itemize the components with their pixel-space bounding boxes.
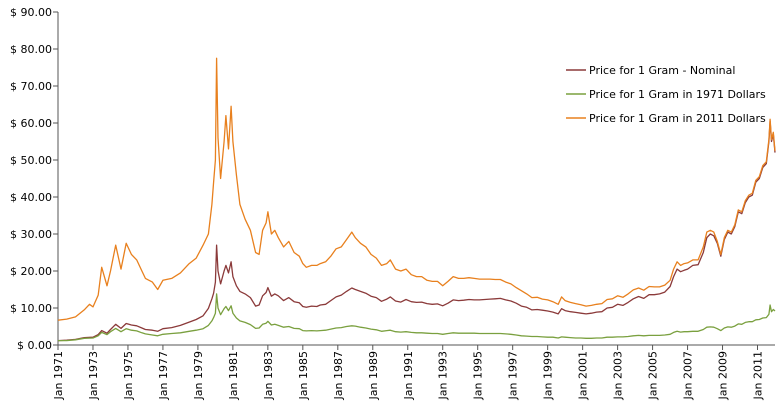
y-tick-label: $ 60.00 bbox=[10, 117, 52, 130]
y-tick-label: $ 70.00 bbox=[10, 80, 52, 93]
x-axis: Jan 1971 Jan 1973 Jan 1975 Jan 1977 Jan 1979… bbox=[52, 344, 775, 400]
x-tick-label: Jan 1983 bbox=[262, 351, 275, 400]
x-tick-label: Jan 1981 bbox=[227, 351, 240, 400]
x-tick-label: Jan 1985 bbox=[297, 351, 310, 400]
series-line-2 bbox=[57, 57, 776, 321]
x-tick-label: Jan 1987 bbox=[332, 351, 345, 400]
series-line-1 bbox=[58, 293, 776, 342]
legend: Price for 1 Gram - Nominal Price for 1 Gr… bbox=[566, 64, 766, 125]
y-tick-label: $ 10.00 bbox=[10, 302, 52, 315]
y-axis: $ 0.00 $ 10.00 $ 20.00 $ 30.00 $ 40.00 $ 50.0… bbox=[10, 6, 59, 352]
x-tick-label: Jan 1977 bbox=[157, 351, 170, 400]
x-tick-label: Jan 1973 bbox=[87, 351, 100, 400]
y-tick-label: $ 20.00 bbox=[10, 265, 52, 278]
legend-label-2: Price for 1 Gram in 2011 Dollars bbox=[589, 112, 766, 125]
y-tick-label: $ 30.00 bbox=[10, 228, 52, 241]
series-lines bbox=[57, 57, 776, 342]
x-tick-label: Jan 1979 bbox=[192, 351, 205, 400]
x-tick-label: Jan 2005 bbox=[647, 351, 660, 400]
x-tick-label: Jan 1993 bbox=[437, 351, 450, 400]
y-tick-label: $ 80.00 bbox=[10, 43, 52, 56]
x-tick-label: Jan 2007 bbox=[682, 351, 695, 400]
x-tick-label: Jan 2011 bbox=[752, 351, 765, 400]
x-tick-label: Jan 1989 bbox=[367, 351, 380, 400]
x-tick-label: Jan 1975 bbox=[122, 351, 135, 400]
x-tick-label: Jan 1997 bbox=[507, 351, 520, 400]
y-tick-label: $ 40.00 bbox=[10, 191, 52, 204]
y-tick-label: $ 0.00 bbox=[17, 339, 52, 352]
y-tick-label: $ 50.00 bbox=[10, 154, 52, 167]
x-tick-label: Jan 1971 bbox=[52, 351, 65, 400]
x-tick-label: Jan 1999 bbox=[542, 351, 555, 400]
series-line-0 bbox=[57, 120, 776, 342]
x-tick-label: Jan 2009 bbox=[717, 351, 730, 400]
x-tick-label: Jan 2001 bbox=[577, 351, 590, 400]
y-tick-label: $ 90.00 bbox=[10, 6, 52, 19]
x-tick-label: Jan 1995 bbox=[472, 351, 485, 400]
legend-label-0: Price for 1 Gram - Nominal bbox=[589, 64, 735, 77]
x-tick-label: Jan 1991 bbox=[402, 351, 415, 400]
legend-label-1: Price for 1 Gram in 1971 Dollars bbox=[589, 88, 766, 101]
x-tick-label: Jan 2003 bbox=[612, 351, 625, 400]
